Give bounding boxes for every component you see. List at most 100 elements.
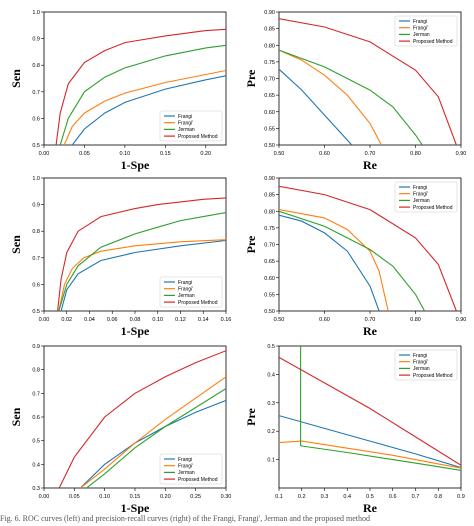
panel-5-ytick-label: 0.3 <box>32 486 40 492</box>
panel-2-ytick-label: 0.80 <box>264 43 275 49</box>
panel-2-series-proposed-method <box>279 18 457 145</box>
panel-1-legend-label: Frangi <box>178 114 192 120</box>
panel-3-xtick-label: 0.16 <box>221 317 232 323</box>
panel-5-ytick-label: 0.4 <box>32 462 40 468</box>
panel-1-ytick-label: 0.8 <box>32 63 40 69</box>
panel-6-legend-label: Frangi <box>413 353 427 359</box>
panel-4: 0.50 0.60 0.70 0.80 0.90 0.50 0.55 0.60 0.65 0.70… <box>244 176 466 338</box>
panel-3-legend-label: Proposed Method <box>178 300 218 306</box>
panel-2: 0.50 0.60 0.70 0.80 0.90 0.50 0.55 0.60 0.65 0.70… <box>244 10 466 172</box>
panel-2-ytick-label: 0.50 <box>264 143 275 149</box>
panel-1-series-frangi <box>71 75 226 145</box>
panel-1-series-jerman <box>59 44 226 145</box>
panel-6-xtick-label: 0.2 <box>298 494 306 500</box>
panel-6-legend-box <box>394 349 458 381</box>
panel-2-series-frangi <box>279 68 353 145</box>
panel-4-ytick-label: 0.75 <box>264 226 275 232</box>
panel-3-xtick-label: 0.06 <box>107 317 118 323</box>
panel-5-ytick-label: 0.9 <box>32 344 40 350</box>
panel-2-legend-label: Frangi' <box>413 26 428 32</box>
panel-3-legend-label: Frangi <box>178 280 192 286</box>
panel-2-ytick-label: 0.55 <box>264 126 275 132</box>
panel-1-xtick-label: 0.05 <box>79 151 90 157</box>
figure-caption: Fig. 6. ROC curves (left) and precision-… <box>0 514 371 523</box>
panel-5-series-frangi <box>80 399 226 488</box>
panel-2-legend-box <box>394 15 458 47</box>
panel-2-xlabel: Re <box>363 158 378 172</box>
panel-4-ytick-label: 0.60 <box>264 276 275 282</box>
panel-3-ytick-label: 1.0 <box>32 176 40 182</box>
panel-3-legend-label: Frangi' <box>178 287 193 293</box>
panel-1-ylabel: Sen <box>9 69 23 88</box>
panel-3-series-frangi <box>60 239 226 311</box>
panel-5-ytick-label: 0.7 <box>32 391 40 397</box>
panel-4-ytick-label: 0.85 <box>264 193 275 199</box>
panel-3-ytick-label: 0.5 <box>32 309 40 315</box>
panel-2-ytick-label: 0.85 <box>264 27 275 33</box>
panel-3-legend-label: Jerman <box>178 293 195 299</box>
panel-6-legend-label: Proposed Method <box>413 373 453 379</box>
panel-2-xtick-label: 0.50 <box>274 151 285 157</box>
panel-3-ylabel: Sen <box>9 235 23 254</box>
panel-2-xtick-label: 0.70 <box>365 151 376 157</box>
panel-3-xtick-label: 0.08 <box>130 317 141 323</box>
panel-6-xlabel: Re <box>363 501 378 514</box>
panel-4-xtick-label: 0.80 <box>410 317 421 323</box>
panel-1: 0.00 0.05 0.10 0.15 0.20 0.5 0.6 0.7 0.8 0.9 1.0 1-… <box>9 10 227 172</box>
panel-1-ytick-label: 1.0 <box>32 10 40 16</box>
panel-3-xtick-label: 0.14 <box>198 317 209 323</box>
panel-5: 0.00 0.05 0.10 0.15 0.20 0.25 0.30 0.3 0.4 0.5 0.6… <box>9 344 231 514</box>
panel-6-legend-label: Frangi' <box>413 360 428 366</box>
panel-5-legend-label: Jerman <box>178 470 195 476</box>
panel-1-legend-label: Jerman <box>178 127 195 133</box>
panel-2-ylabel: Pre <box>244 69 258 87</box>
panel-5-ytick-label: 0.8 <box>32 368 40 374</box>
panel-4-ytick-label: 0.50 <box>264 309 275 315</box>
panel-2-ytick-label: 0.65 <box>264 93 275 99</box>
panel-5-xtick-label: 0.05 <box>69 494 80 500</box>
panel-5-xtick-label: 0.10 <box>99 494 110 500</box>
panel-6-ytick-label: 0.5 <box>267 344 275 350</box>
panel-1-ytick-label: 0.7 <box>32 90 40 96</box>
panel-1-xtick-label: 0.20 <box>200 151 211 157</box>
panel-2-series-frangi <box>279 49 382 145</box>
panel-3-ytick-label: 0.9 <box>32 203 40 209</box>
panel-3-xlabel: 1-Spe <box>121 324 150 338</box>
panel-4-legend-label: Frangi <box>413 185 427 191</box>
panel-5-legend-box <box>159 453 223 485</box>
panel-3-series-jerman <box>58 212 226 311</box>
panel-4-xlabel: Re <box>363 324 378 338</box>
panel-3-xtick-label: 0.02 <box>61 317 72 323</box>
panel-6-series-frangi <box>279 440 461 469</box>
panel-6-series-jerman <box>300 346 461 471</box>
panel-6-ytick-label: 0.4 <box>267 372 275 378</box>
panel-4-xtick-label: 0.60 <box>319 317 330 323</box>
panel-6-xtick-label: 0.7 <box>412 494 420 500</box>
panel-1-series-proposed-method <box>55 28 226 145</box>
panel-4-legend-label: Proposed Method <box>413 205 453 211</box>
panel-1-xlabel: 1-Spe <box>121 158 150 172</box>
panel-4-ylabel: Pre <box>244 235 258 253</box>
panel-1-legend-label: Proposed Method <box>178 134 218 140</box>
figure: 0.00 0.05 0.10 0.15 0.20 0.5 0.6 0.7 0.8 0.9 1.0 1-… <box>9 10 466 514</box>
panel-5-series-frangi <box>80 376 226 488</box>
panel-5-legend-label: Frangi' <box>178 464 193 470</box>
panel-2-ytick-label: 0.60 <box>264 110 275 116</box>
panel-4-series-frangi <box>279 209 389 311</box>
panel-2-series-jerman <box>279 49 423 145</box>
panel-6-ylabel: Pre <box>244 407 258 425</box>
panel-3-ytick-label: 0.7 <box>32 256 40 262</box>
panel-6-xtick-label: 0.5 <box>366 494 374 500</box>
panel-4-series-jerman <box>279 210 426 311</box>
panel-1-legend-box <box>159 110 223 142</box>
panel-4-legend-label: Frangi' <box>413 192 428 198</box>
panel-2-xtick-label: 0.90 <box>456 151 467 157</box>
panel-5-ytick-label: 0.6 <box>32 415 40 421</box>
panel-5-xtick-label: 0.25 <box>190 494 201 500</box>
panel-6-series-frangi <box>279 415 461 469</box>
panel-4-legend-box <box>394 181 458 213</box>
panel-5-xtick-label: 0.00 <box>39 494 50 500</box>
panel-3-ytick-label: 0.6 <box>32 282 40 288</box>
panel-2-legend-label: Proposed Method <box>413 39 453 45</box>
